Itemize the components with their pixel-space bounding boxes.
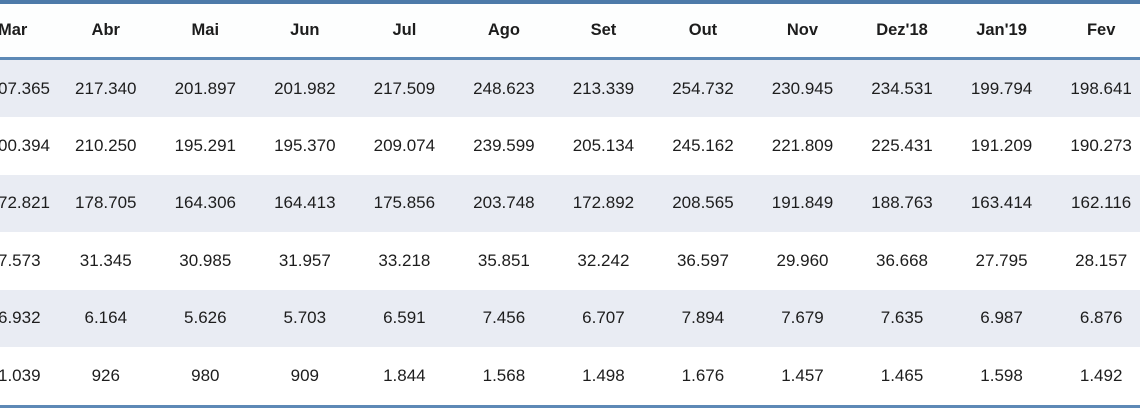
data-cell: 1.039: [0, 365, 41, 385]
data-cell: 230.945: [771, 78, 834, 98]
data-cell: 198.641: [1070, 78, 1132, 98]
column-header-nov: Nov: [752, 4, 853, 60]
data-cell: 217.340: [75, 78, 137, 98]
data-cell: 7.573: [0, 250, 41, 270]
data-cell: 248.623: [473, 78, 535, 98]
data-cell: 7.456: [482, 308, 526, 328]
data-cell: 213.339: [572, 78, 635, 98]
data-cell: 7.894: [681, 308, 725, 328]
data-cell: 5.703: [283, 308, 327, 328]
data-cell: 239.599: [473, 136, 535, 156]
column-header-abr: Abr: [56, 4, 156, 60]
data-cell: 191.209: [970, 136, 1033, 156]
data-cell: 6.932: [0, 308, 41, 328]
data-cell: 6.591: [383, 308, 426, 328]
data-cell: 199.794: [970, 78, 1033, 98]
column-header-jan19: Jan'19: [951, 4, 1052, 60]
data-cell: 1.465: [880, 365, 924, 385]
data-cell: 32.242: [577, 250, 630, 270]
data-cell: 205.134: [572, 136, 635, 156]
data-cell: 1.457: [781, 365, 824, 385]
data-cell: 6.987: [980, 308, 1023, 328]
table-header: Mar Abr Mai Jun Jul Ago Set Out Nov Dez'18 Jan'19 F…: [0, 4, 1140, 60]
column-header-out: Out: [653, 4, 753, 60]
data-cell: 217.509: [373, 78, 436, 98]
data-cell: 209.074: [373, 136, 436, 156]
data-cell: 190.273: [1070, 136, 1132, 156]
data-cell: 6.707: [582, 308, 625, 328]
data-cell: 980: [191, 365, 220, 385]
column-header-ago: Ago: [454, 4, 554, 60]
data-cell: 1.492: [1079, 365, 1123, 385]
data-cell: 208.565: [672, 193, 734, 213]
data-cell: 1.498: [582, 365, 625, 385]
data-cell: 191.849: [771, 193, 834, 213]
data-cell: 201.897: [174, 78, 237, 98]
data-cell: 1.598: [980, 365, 1023, 385]
data-cell: 33.218: [378, 250, 431, 270]
table-row: 07.365 217.340 201.897 201.982 217.509 248.62…: [0, 58, 1140, 118]
data-cell: 172.892: [572, 193, 635, 213]
data-cell: 7.679: [781, 308, 824, 328]
data-cell: 1.676: [681, 365, 725, 385]
data-cell: 6.876: [1079, 308, 1123, 328]
data-cell: 1.844: [383, 365, 426, 385]
data-cell: 162.116: [1071, 193, 1132, 213]
table-row: 6.932 6.164 5.626 5.703 6.591 7.456 6.707 7.894…: [0, 289, 1140, 347]
data-cell: 909: [290, 365, 320, 385]
monthly-data-table: Mar Abr Mai Jun Jul Ago Set Out Nov Dez'18 Jan'19 F…: [0, 4, 1140, 405]
table-row: 1.039 926 980 909 1.844 1.568 1.498 1.676 1.457 1…: [0, 346, 1140, 405]
data-cell: 210.250: [75, 136, 137, 156]
column-header-mai: Mai: [155, 4, 256, 60]
data-cell: 36.597: [676, 250, 729, 270]
data-cell: 31.957: [278, 250, 331, 270]
data-cell: 7.635: [880, 308, 924, 328]
data-cell: 36.668: [876, 250, 929, 270]
data-cell: 31.345: [79, 250, 132, 270]
column-header-jun: Jun: [255, 4, 355, 60]
data-cell: 28.157: [1075, 250, 1128, 270]
data-cell: 30.985: [179, 250, 232, 270]
data-cell: 27.795: [975, 250, 1028, 270]
data-cell: 164.413: [274, 193, 336, 213]
table-row: 00.394 210.250 195.291 195.370 209.074 239.59…: [0, 117, 1140, 175]
data-cell: 29.960: [776, 250, 829, 270]
data-cell: 254.732: [672, 78, 734, 98]
data-cell: 926: [91, 365, 120, 385]
data-cell: 35.851: [477, 250, 530, 270]
data-cell: 164.306: [174, 193, 237, 213]
data-cell: 07.365: [0, 78, 50, 98]
data-cell: 1.568: [482, 365, 526, 385]
data-cell: 163.414: [970, 193, 1033, 213]
data-cell: 175.856: [373, 193, 436, 213]
data-cell: 178.705: [75, 193, 137, 213]
data-cell: 245.162: [672, 136, 734, 156]
column-header-fev: Fev: [1051, 4, 1140, 60]
data-cell: 195.370: [274, 136, 336, 156]
data-cell: 221.809: [771, 136, 834, 156]
table-row: 72.821 178.705 164.306 164.413 175.856 203.74…: [0, 174, 1140, 233]
data-cell: 195.291: [174, 136, 237, 156]
data-cell: 5.626: [184, 308, 227, 328]
data-cell: 00.394: [0, 136, 50, 156]
table-row: 7.573 31.345 30.985 31.957 33.218 35.851 32.24…: [0, 232, 1140, 290]
data-cell: 201.982: [274, 78, 336, 98]
data-cell: 203.748: [473, 193, 535, 213]
table-body: 07.365 217.340 201.897 201.982 217.509 248.62…: [0, 58, 1140, 405]
column-header-set: Set: [553, 4, 654, 60]
data-cell: 234.531: [871, 78, 933, 98]
column-header-jul: Jul: [354, 4, 455, 60]
bottom-border-rule: [0, 405, 1140, 408]
data-cell: 72.821: [0, 193, 50, 213]
column-header-dez18: Dez'18: [852, 4, 952, 60]
column-header-mar: Mar: [0, 4, 56, 60]
data-cell: 225.431: [871, 136, 933, 156]
data-cell: 188.763: [871, 193, 933, 213]
header-row: Mar Abr Mai Jun Jul Ago Set Out Nov Dez'18 Jan'19 F…: [0, 4, 1140, 60]
data-cell: 6.164: [84, 308, 128, 328]
top-border-rule: [0, 0, 1140, 4]
